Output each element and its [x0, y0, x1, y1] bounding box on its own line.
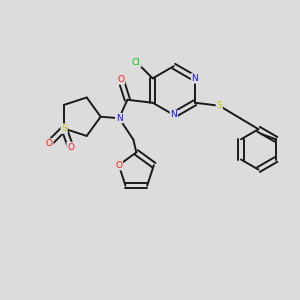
- Text: O: O: [117, 75, 124, 84]
- Text: S: S: [61, 124, 67, 133]
- Text: O: O: [67, 142, 74, 152]
- Text: N: N: [191, 74, 198, 83]
- Text: N: N: [170, 110, 177, 119]
- Text: O: O: [46, 139, 53, 148]
- Text: Cl: Cl: [132, 58, 141, 67]
- Text: S: S: [216, 101, 222, 110]
- Text: O: O: [115, 160, 122, 169]
- Text: N: N: [116, 114, 122, 123]
